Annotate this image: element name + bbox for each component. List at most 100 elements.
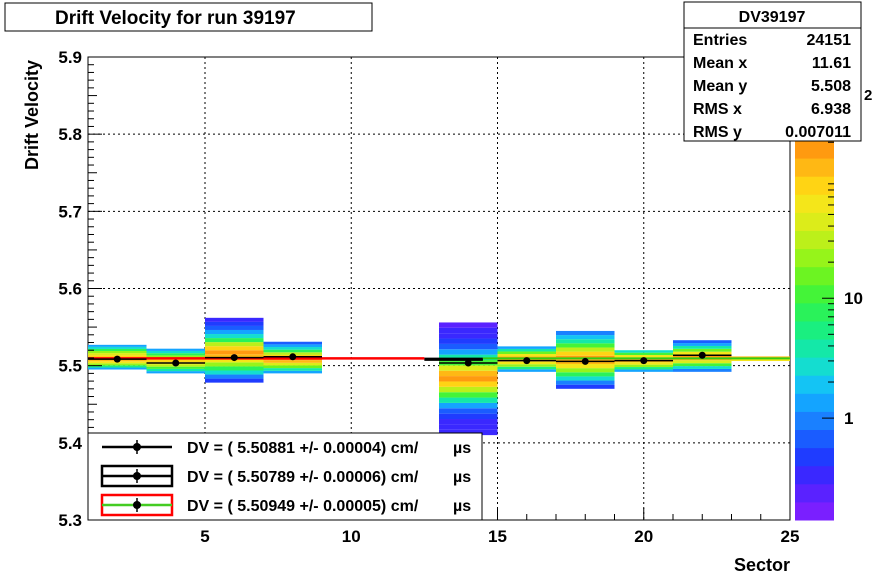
heatmap-cell — [205, 317, 264, 322]
colorbar-segment — [795, 501, 834, 521]
colorbar-segment — [795, 176, 834, 195]
heatmap-cell — [497, 364, 556, 367]
stats-value: 0.007011 — [785, 124, 851, 141]
heatmap-cell — [439, 408, 498, 414]
heatmap-cell — [556, 330, 615, 336]
stats-label: Mean x — [693, 55, 747, 72]
y-tick-label: 5.5 — [58, 357, 82, 376]
heatmap-cell — [439, 327, 498, 334]
heatmap-cell — [439, 376, 498, 382]
heatmap-cell — [205, 346, 264, 351]
colorbar-tick-label: 10 — [844, 289, 863, 308]
stats-label: Mean y — [693, 78, 747, 95]
heatmap-cell — [146, 355, 205, 358]
heatmap-cell — [614, 367, 673, 370]
heatmap-cell — [205, 378, 264, 383]
stats-frame — [683, 1, 862, 142]
heatmap-cell — [439, 343, 498, 350]
colorbar-segment — [795, 357, 834, 376]
heatmap-cell — [439, 354, 498, 361]
heatmap-cell — [497, 366, 556, 370]
legend-unit: µs — [453, 498, 471, 515]
heatmap-cell — [439, 381, 498, 387]
chart-title: Drift Velocity for run 39197 — [55, 8, 296, 29]
heatmap-cell — [146, 348, 205, 351]
heatmap-cell — [614, 355, 673, 358]
legend-label: DV = ( 5.50881 +/- 0.00004) cm/ — [187, 440, 419, 457]
colorbar-segment — [795, 429, 834, 449]
stats-box: DV39197 Entries 24151 Mean x 11.61 Mean y 5.5… — [683, 1, 862, 142]
x-tick-label: 10 — [342, 527, 361, 546]
colorbar-segment — [795, 320, 834, 340]
heatmap-cell — [439, 419, 498, 425]
profile-point — [289, 353, 297, 361]
stats-label: RMS y — [693, 124, 742, 141]
heatmap-cell — [614, 352, 673, 356]
heatmap-cell — [263, 347, 322, 350]
colorbar-segment — [795, 140, 834, 159]
colorbar-segment — [795, 284, 834, 304]
heatmap-cell — [146, 353, 205, 356]
color-scale-bar: 1 10 2 — [795, 87, 872, 521]
colorbar-segment — [795, 393, 834, 412]
heatmap-cell — [556, 380, 615, 385]
profile-points — [88, 351, 732, 367]
colorbar-tick-label: 1 — [844, 409, 853, 428]
heatmap-cell — [263, 360, 322, 363]
heatmap-cell — [439, 365, 498, 371]
x-tick-label: 25 — [781, 527, 800, 546]
heatmap-cell — [439, 429, 498, 436]
x-axis-label: Sector — [734, 555, 790, 575]
heatmap-cell — [614, 364, 673, 368]
heatmap-cell — [556, 339, 615, 344]
heatmap-cell — [439, 349, 498, 355]
colorbar-segment — [795, 230, 834, 250]
heatmap-cell — [556, 343, 615, 348]
heatmap-cell — [497, 351, 556, 355]
heatmap-cell — [673, 360, 732, 364]
profile-point — [230, 354, 238, 362]
colorbar-segment — [795, 447, 834, 467]
y-tick-label: 5.4 — [58, 434, 82, 453]
colorbar-segment — [795, 194, 834, 213]
heatmap-cell — [556, 347, 615, 352]
heatmap-cell — [88, 351, 147, 354]
heatmap-cell — [263, 362, 322, 366]
y-tick-label: 5.6 — [58, 280, 82, 299]
heatmap-cell — [439, 402, 498, 409]
heatmap-cell — [88, 348, 147, 352]
heatmap-cell — [439, 424, 498, 430]
y-tick-label: 5.7 — [58, 202, 82, 221]
heatmap-cell — [556, 376, 615, 381]
heatmap-cell — [263, 349, 322, 353]
heatmap-cell — [439, 333, 498, 339]
colorbar-segment — [795, 411, 834, 431]
heatmap-cell — [88, 346, 147, 349]
heatmap-cell — [263, 370, 322, 374]
y-tick-label: 5.3 — [58, 511, 82, 530]
heatmap-cell — [88, 367, 147, 370]
heatmap-cell — [263, 341, 322, 345]
heatmap-cell — [497, 354, 556, 357]
colorbar-segment — [795, 339, 834, 358]
stats-value: 6.938 — [811, 101, 851, 118]
heatmap-cell — [205, 338, 264, 343]
heatmap-cell — [731, 358, 790, 362]
heatmap-cell — [205, 325, 264, 330]
heatmap-cell — [88, 353, 147, 356]
colorbar-segment — [795, 212, 834, 231]
colorbar-segment — [795, 266, 834, 286]
heatmap-cell — [439, 322, 498, 328]
stats-value: 24151 — [807, 32, 852, 49]
heatmap-cell — [673, 368, 732, 372]
heatmap-cell — [263, 344, 322, 348]
heatmap-cell — [146, 350, 205, 354]
heatmap-cell — [205, 350, 264, 355]
heatmap-cell — [673, 366, 732, 369]
profile-point — [523, 357, 531, 365]
heatmap-cell — [439, 413, 498, 420]
heatmap-cell — [263, 368, 322, 371]
heatmap-cell — [146, 368, 205, 372]
heatmap-cell — [556, 335, 615, 340]
